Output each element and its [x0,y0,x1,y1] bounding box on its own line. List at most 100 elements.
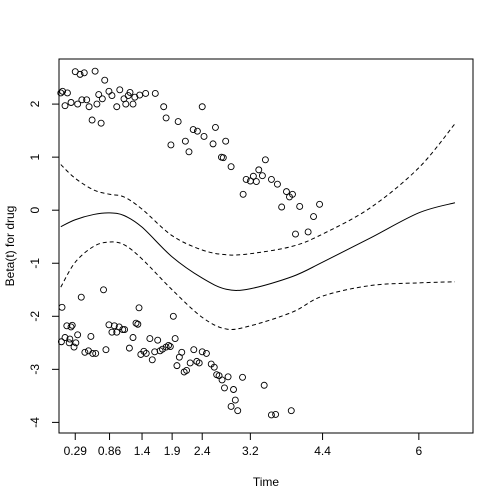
data-point [200,132,208,140]
x-tick-label: 3.2 [242,444,259,458]
data-point [140,347,148,355]
data-point [148,356,156,364]
upper-band-line [60,123,456,256]
x-axis-label: Time [253,475,280,489]
data-point [218,376,226,384]
x-tick-label: 1.9 [164,444,181,458]
data-point [57,89,65,97]
data-point [173,362,181,370]
x-tick-label: 6 [415,444,422,458]
data-point [183,366,191,374]
data-point [186,359,194,367]
data-point [159,345,166,353]
data-point [198,348,206,356]
x-tick-label: 2.4 [194,444,211,458]
data-point [249,172,257,180]
data-point [272,410,280,418]
data-point [224,373,232,381]
x-tick-label: 4.4 [314,444,331,458]
data-point [230,386,237,393]
data-point [134,320,142,328]
data-point [260,381,268,389]
data-point [296,203,304,210]
data-point [267,411,275,419]
data-point [174,118,182,126]
curves [60,123,456,331]
data-point [74,100,82,108]
data-point [310,213,317,221]
data-point [202,349,210,357]
data-point [68,321,76,329]
data-point [178,348,186,356]
data-point [101,76,109,84]
y-tick-label: -1 [28,258,42,269]
y-tick-label: 1 [28,153,42,160]
data-point [92,349,100,357]
data-point [129,334,137,341]
x-tick-label: 0.86 [98,444,122,458]
data-point [81,348,89,356]
data-point [289,190,296,198]
data-point [87,333,95,340]
data-point [252,178,260,185]
data-point [160,103,168,111]
data-point [162,114,170,122]
data-points [57,67,324,419]
data-point [209,140,217,148]
data-point [198,103,206,111]
data-point [142,349,150,357]
data-point [98,95,106,103]
data-point [110,322,118,330]
data-point [65,339,73,347]
data-point [72,339,80,347]
data-point [169,312,177,320]
data-point [66,335,74,343]
data-point [267,175,275,183]
data-point [61,102,69,110]
data-point [67,99,75,106]
data-point [193,127,201,135]
data-point [167,141,175,149]
x-tick-label: 0.29 [64,444,88,458]
data-point [211,123,219,131]
data-point [93,100,101,108]
x-axis: 0.29 0.86 1.4 1.9 2.4 3.2 4.4 6 [64,432,422,458]
data-point [142,90,150,97]
data-point [151,90,159,97]
data-point [74,331,82,339]
data-point [171,335,179,343]
data-point [146,335,154,343]
data-point [283,188,290,196]
data-point [76,70,84,78]
data-point [258,172,266,180]
data-point [261,156,269,164]
y-tick-label: -3 [28,364,42,375]
data-point [273,180,281,188]
data-point [231,396,239,404]
data-point [292,230,299,238]
data-point [97,119,105,127]
data-point [80,69,88,77]
data-point [129,100,137,108]
data-point [102,346,110,354]
data-point [95,91,103,98]
data-point [83,96,91,104]
data-point [166,343,174,350]
data-point [100,286,107,294]
data-point [77,293,85,301]
data-point [70,343,78,351]
data-point [61,334,69,341]
data-point [126,88,134,96]
data-point [185,148,193,156]
data-point [221,384,228,392]
data-point [316,200,324,208]
data-point [63,89,71,97]
data-point [278,203,286,211]
data-point [89,349,97,357]
data-point [108,328,116,336]
data-point [287,407,295,415]
data-point [227,403,235,410]
data-point [189,126,197,134]
y-tick-label: 0 [28,207,42,214]
